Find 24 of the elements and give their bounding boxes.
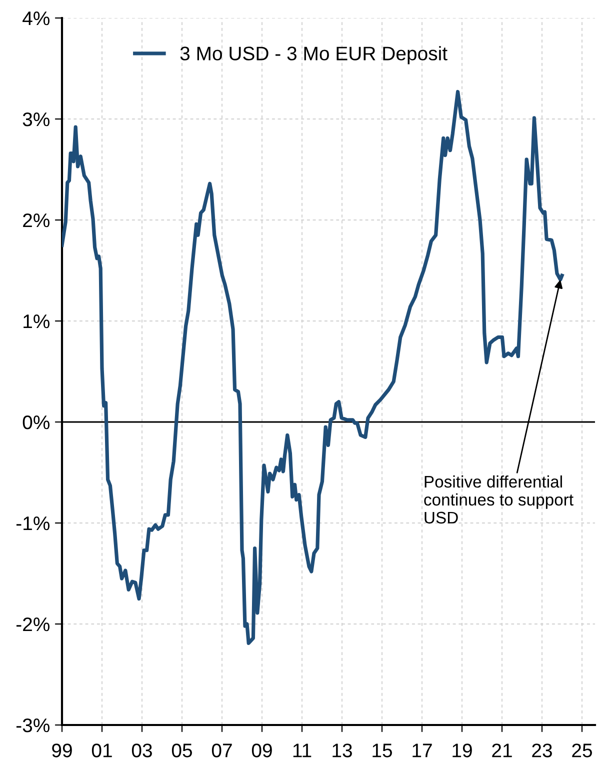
annotation: Positive differential continues to support USD (424, 475, 574, 524)
x-tick-label: 01 (92, 744, 112, 758)
x-tick-label: 05 (172, 744, 192, 758)
x-tick-label: 15 (372, 744, 392, 758)
x-tick-label: 25 (572, 744, 592, 758)
x-tick-label: 09 (252, 744, 272, 758)
y-tick-label: 0% (22, 415, 50, 430)
x-tick-label: 17 (412, 744, 432, 758)
x-tick-label: 99 (52, 744, 72, 758)
y-tick-label: -1% (16, 516, 50, 530)
y-tick-label: 1% (24, 314, 50, 328)
x-tick-label: 19 (452, 744, 472, 758)
x-tick-label: 11 (293, 744, 312, 758)
y-tick-label: 4% (22, 12, 50, 26)
y-tick-label: -3% (16, 718, 50, 732)
x-tick-label: 07 (212, 744, 232, 758)
legend-label: 3 Mo USD - 3 Mo EUR Deposit (180, 46, 448, 64)
y-tick-label: 3% (22, 112, 50, 126)
x-tick-label: 23 (532, 744, 552, 758)
y-tick-label: 2% (23, 213, 50, 228)
x-tick-label: 13 (332, 744, 352, 758)
y-tick-label: -2% (16, 617, 50, 632)
x-tick-label: 21 (492, 744, 512, 758)
x-tick-label: 03 (132, 744, 152, 758)
